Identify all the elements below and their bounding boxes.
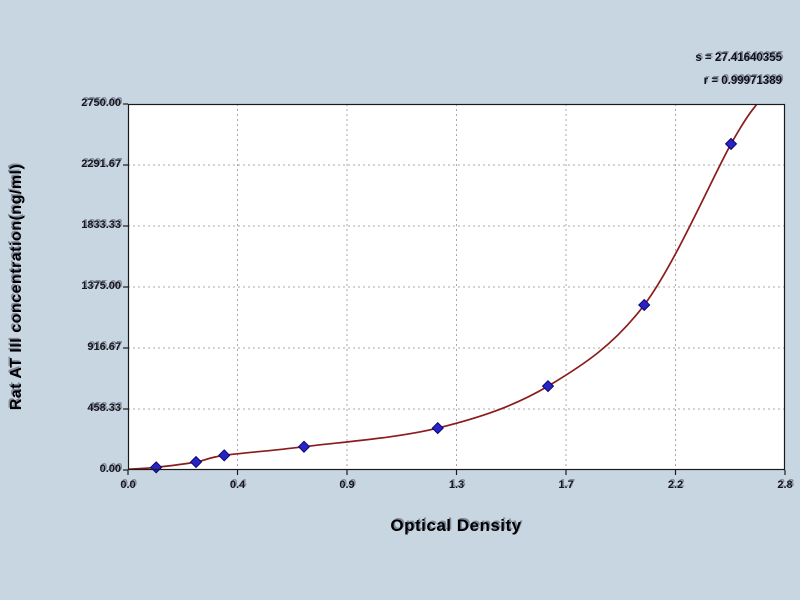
x-tick-label: 2.2 — [667, 479, 684, 491]
y-tick-label: 1375.00 — [81, 280, 121, 292]
x-tick-label: 1.7 — [558, 479, 574, 491]
fit-statistics: s = 27.41640355 r = 0.99971389 — [695, 47, 782, 93]
x-axis-title: Optical Density — [390, 516, 522, 535]
y-tick-label: 458.33 — [87, 402, 121, 414]
stat-s-value: s = 27.41640355 — [695, 52, 782, 64]
data-point-marker — [297, 440, 311, 453]
x-tick-label: 0.0 — [120, 479, 136, 491]
data-point-marker — [189, 455, 203, 469]
x-tick-label: 0.9 — [339, 479, 355, 491]
data-point-marker — [218, 449, 231, 462]
data-point-marker — [724, 137, 738, 151]
plot-area — [123, 103, 786, 475]
y-tick-label: 0.00 — [99, 463, 121, 475]
y-tick-label: 2291.67 — [81, 158, 121, 170]
data-point-marker — [431, 421, 444, 435]
y-tick-label: 916.67 — [87, 341, 121, 353]
x-tick-label: 1.3 — [448, 479, 465, 491]
y-axis-title: Rat AT III concentration(ng/ml) — [8, 163, 25, 411]
y-tick-label: 1833.33 — [81, 219, 121, 231]
stat-r-value: r = 0.99971389 — [703, 75, 782, 87]
x-tick-label: 2.8 — [777, 479, 793, 491]
data-point-marker — [638, 298, 651, 312]
plot-border — [127, 103, 786, 471]
y-tick-label: 2750.00 — [81, 97, 121, 109]
x-tick-label: 0.4 — [229, 479, 246, 491]
data-point-marker — [541, 380, 555, 393]
